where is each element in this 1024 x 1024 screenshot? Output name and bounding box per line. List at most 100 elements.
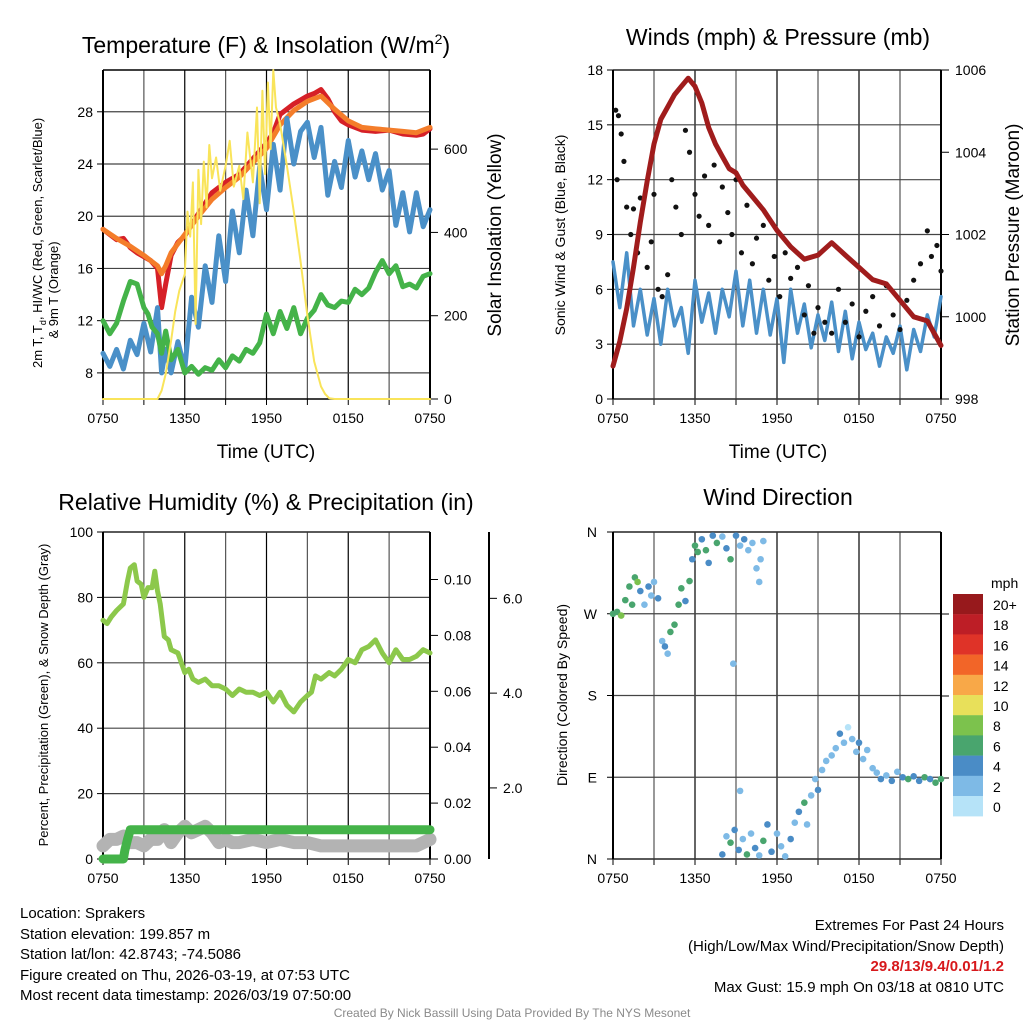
series-solar bbox=[102, 69, 431, 400]
y2-tick-label: 4.0 bbox=[503, 685, 523, 701]
y2-tick-label: 0.00 bbox=[444, 851, 471, 867]
direction-point bbox=[811, 775, 819, 783]
direction-point bbox=[768, 848, 775, 856]
gust-point bbox=[628, 231, 634, 238]
panel-3: 0750 1350 1950 0150 0750 0 20 40 60 80 100 0.00 0.02… bbox=[70, 524, 523, 886]
gust-point bbox=[613, 107, 619, 113]
direction-point bbox=[678, 585, 685, 592]
direction-point bbox=[888, 777, 896, 785]
direction-point bbox=[667, 628, 674, 636]
direction-point bbox=[745, 546, 752, 554]
direction-point bbox=[814, 786, 822, 794]
x-tick-label: 0750 bbox=[597, 870, 628, 886]
gust-point bbox=[911, 277, 917, 283]
y-axis-label-line2: & 9m T (Orange) bbox=[46, 241, 61, 338]
direction-point bbox=[877, 775, 885, 783]
legend-label: 18 bbox=[993, 617, 1009, 633]
direction-point bbox=[650, 578, 658, 586]
direction-point bbox=[723, 832, 730, 840]
direction-point bbox=[727, 839, 734, 846]
direction-point bbox=[698, 535, 706, 543]
series-sonic-wind bbox=[611, 251, 943, 372]
direction-point bbox=[736, 787, 744, 795]
gust-point bbox=[766, 277, 772, 283]
direction-point bbox=[743, 851, 751, 858]
gust-point bbox=[749, 261, 756, 267]
gust-point bbox=[897, 326, 903, 333]
x-tick-label: 0750 bbox=[925, 870, 956, 886]
x-tick-label: 0150 bbox=[333, 410, 364, 426]
direction-point bbox=[723, 545, 730, 552]
series-snow-depth bbox=[96, 819, 437, 853]
gust-point bbox=[725, 209, 731, 216]
direction-point bbox=[736, 542, 744, 549]
max-gust: Max Gust: 15.9 mph On 03/18 at 0810 UTC bbox=[713, 978, 1004, 996]
y-axis-label: Sonic Wind & Gust (Blue, Black) bbox=[552, 135, 568, 336]
gust-point bbox=[618, 131, 624, 137]
title-end: ) bbox=[442, 32, 450, 58]
direction-point bbox=[641, 601, 648, 608]
legend-label: 6 bbox=[993, 738, 1001, 754]
ylabel-sub: d bbox=[38, 320, 48, 325]
station-elevation: Station elevation: 199.857 m bbox=[20, 925, 211, 943]
panel-2: 0750 1350 1950 0150 0750 0 3 6 9 12 15 18 998 1000 100… bbox=[587, 62, 986, 426]
station-info: Location: Sprakers Station elevation: 19… bbox=[20, 904, 351, 1007]
legend-swatch bbox=[953, 755, 983, 776]
y-tick-label: 60 bbox=[77, 655, 93, 671]
direction-point bbox=[899, 773, 907, 781]
direction-point bbox=[694, 548, 702, 556]
direction-point bbox=[795, 808, 803, 816]
gust-point bbox=[659, 294, 665, 300]
gust-point bbox=[624, 204, 630, 210]
legend-label: 0 bbox=[993, 799, 1001, 815]
gust-point bbox=[706, 222, 712, 228]
y2-tick-label: 0.06 bbox=[444, 683, 471, 699]
legend-swatch bbox=[953, 735, 983, 756]
direction-point bbox=[832, 744, 840, 752]
y-tick-label: 28 bbox=[77, 104, 93, 120]
direction-point bbox=[764, 821, 771, 828]
direction-point bbox=[852, 748, 860, 756]
gust-point bbox=[811, 330, 817, 336]
direction-point bbox=[760, 837, 767, 845]
ylabel-part: 2m T, T bbox=[30, 325, 45, 368]
gust-point bbox=[701, 173, 708, 179]
x-tick-label: 0750 bbox=[414, 870, 445, 886]
gust-point bbox=[621, 158, 627, 164]
x-tick-label: 0750 bbox=[925, 410, 956, 426]
y2-tick-label: 1006 bbox=[955, 62, 986, 78]
y2-tick-label: 6.0 bbox=[503, 590, 523, 606]
series-9m-t bbox=[100, 93, 433, 277]
legend-label: 12 bbox=[993, 678, 1009, 694]
direction-point bbox=[682, 597, 689, 605]
y-tick-label: 100 bbox=[70, 524, 94, 540]
gust-point bbox=[835, 286, 842, 292]
figure-created: Figure created on Thu, 2026-03-19, at 07… bbox=[20, 966, 350, 984]
direction-point bbox=[675, 601, 682, 608]
panel-1: 0750 1350 1950 0150 0750 8 12 16 20 24 28 0 200 400 60… bbox=[77, 69, 468, 426]
y2-axis-label: Solar Insolation (Yellow) bbox=[485, 133, 506, 336]
direction-point bbox=[727, 555, 734, 563]
direction-point bbox=[755, 578, 763, 586]
legend-swatch bbox=[953, 654, 983, 675]
x-tick-label: 0150 bbox=[843, 870, 874, 886]
x-tick-label: 0750 bbox=[597, 410, 628, 426]
y2-tick-label: 0.02 bbox=[444, 795, 471, 811]
gust-point bbox=[738, 250, 745, 256]
gust-point bbox=[711, 162, 717, 168]
direction-point bbox=[671, 621, 678, 628]
direction-point bbox=[688, 555, 696, 563]
gust-point bbox=[917, 261, 924, 267]
y-tick-label: 3 bbox=[595, 336, 603, 352]
direction-point bbox=[818, 766, 826, 774]
series-relative-humidity bbox=[100, 562, 433, 715]
ylabel-part: , HI/WC (Red, Green, Scarlet/Blue) bbox=[30, 118, 45, 320]
direction-point bbox=[781, 852, 789, 860]
gust-point bbox=[794, 264, 801, 270]
gust-point bbox=[924, 228, 930, 234]
legend-label: 4 bbox=[993, 759, 1001, 775]
x-tick-label: 0750 bbox=[87, 410, 118, 426]
x-tick-label: 1950 bbox=[761, 410, 792, 426]
